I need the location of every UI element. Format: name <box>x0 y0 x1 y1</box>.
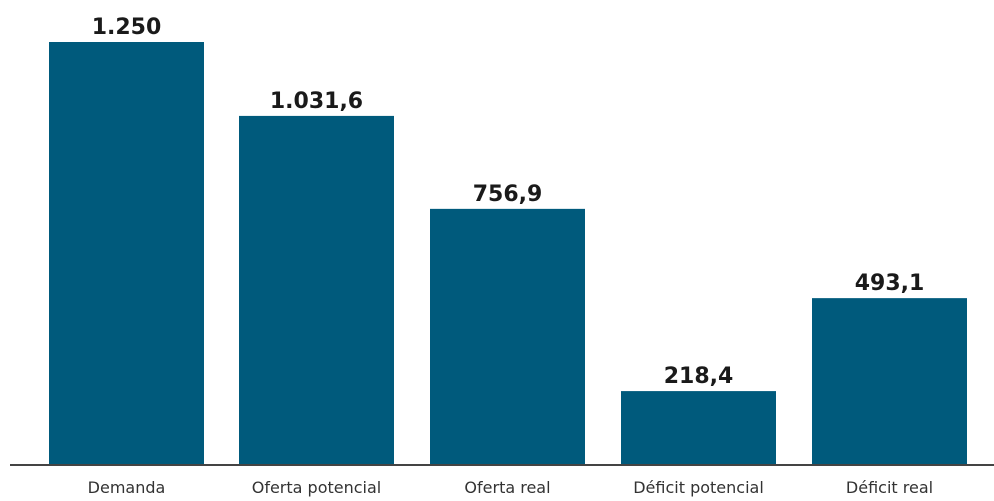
category-label-4: Déficit real <box>846 478 933 497</box>
category-label-3: Déficit potencial <box>633 478 764 497</box>
value-label-2: 756,9 <box>473 182 543 207</box>
category-label-2: Oferta real <box>464 478 550 497</box>
category-label-1: Oferta potencial <box>252 478 382 497</box>
category-label-0: Demanda <box>88 478 166 497</box>
value-label-3: 218,4 <box>664 364 734 389</box>
value-label-0: 1.250 <box>92 15 162 40</box>
category-labels-group: Demanda Oferta potencial Oferta real Défici… <box>88 478 933 497</box>
value-label-1: 1.031,6 <box>270 89 363 114</box>
bar-2 <box>430 208 585 465</box>
value-labels-group: 1.250 1.031,6 756,9 218,4 493,1 <box>92 15 925 389</box>
value-label-4: 493,1 <box>855 271 925 296</box>
bar-1 <box>239 115 394 466</box>
bar-0 <box>49 42 204 465</box>
bar-3 <box>621 391 776 465</box>
bars-group <box>49 42 967 466</box>
bar-4 <box>812 298 967 465</box>
